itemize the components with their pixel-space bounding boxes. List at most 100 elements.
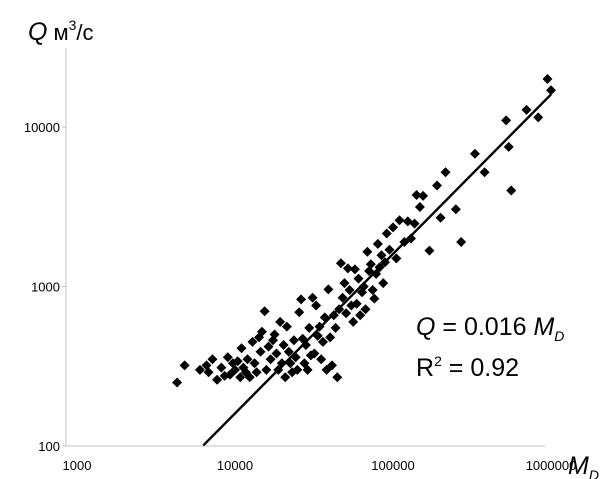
data-point	[316, 354, 327, 365]
data-point	[312, 330, 323, 341]
data-point	[503, 141, 514, 152]
data-point	[367, 285, 378, 296]
data-point	[300, 339, 311, 350]
data-point	[409, 218, 420, 229]
data-point	[265, 354, 276, 365]
data-point	[261, 364, 272, 375]
data-point	[456, 237, 467, 248]
data-point	[179, 360, 190, 371]
data-point	[378, 278, 389, 289]
data-point	[207, 354, 218, 365]
x-tick-label: 10000	[217, 458, 253, 473]
data-point	[337, 292, 348, 303]
data-point	[255, 346, 266, 357]
data-point	[323, 284, 334, 295]
data-point	[533, 112, 544, 123]
data-point	[399, 237, 410, 248]
data-point	[348, 316, 359, 327]
data-point	[276, 358, 287, 369]
data-point	[271, 348, 282, 359]
data-point	[351, 298, 362, 309]
data-point	[281, 321, 292, 332]
data-point	[285, 358, 296, 369]
data-point	[388, 222, 398, 233]
y-tick-label: 10000	[24, 120, 60, 135]
data-point	[235, 372, 246, 383]
data-point	[521, 104, 532, 115]
data-point	[292, 364, 303, 375]
data-point	[288, 335, 299, 346]
data-point	[172, 377, 183, 388]
data-point	[242, 354, 253, 365]
data-point	[325, 332, 336, 343]
data-point	[247, 336, 258, 347]
data-point	[369, 293, 380, 304]
data-point	[435, 212, 446, 223]
data-point	[414, 202, 425, 213]
data-point	[384, 244, 395, 255]
data-point	[269, 329, 280, 340]
data-point	[344, 285, 355, 296]
data-point	[232, 356, 243, 367]
data-point	[542, 73, 553, 84]
data-point	[376, 250, 387, 261]
r-squared-label: R2 = 0.92	[416, 353, 519, 382]
y-tick-label: 1000	[31, 280, 60, 295]
data-point	[216, 362, 227, 373]
data-point	[546, 85, 556, 96]
data-point	[330, 322, 341, 333]
x-tick-label: 100000	[371, 458, 414, 473]
data-point	[332, 372, 343, 383]
data-point	[275, 316, 286, 327]
x-axis-label: MD	[568, 452, 599, 479]
data-point	[311, 300, 322, 311]
data-point	[194, 364, 205, 375]
data-point	[341, 308, 352, 319]
data-point	[236, 343, 247, 354]
data-point	[365, 259, 376, 270]
data-point	[440, 167, 451, 178]
data-point	[314, 321, 325, 332]
data-point	[222, 352, 233, 363]
data-point	[432, 180, 443, 191]
data-point	[469, 148, 480, 159]
data-point	[317, 336, 328, 347]
data-point	[358, 281, 369, 292]
data-point	[418, 190, 429, 201]
data-point	[479, 167, 490, 178]
data-point	[411, 189, 422, 200]
data-point	[273, 364, 284, 375]
data-point	[244, 372, 255, 383]
data-point	[371, 268, 382, 279]
data-point	[391, 253, 402, 264]
data-point	[304, 322, 315, 333]
x-tick-label: 1000	[63, 458, 92, 473]
data-point	[290, 352, 301, 363]
data-point	[296, 294, 307, 305]
data-point	[339, 278, 350, 289]
data-point	[353, 273, 364, 284]
data-point	[263, 341, 274, 352]
data-point	[334, 304, 345, 315]
data-point	[394, 215, 405, 226]
data-point	[230, 364, 240, 375]
data-point	[335, 258, 346, 269]
data-point	[278, 339, 289, 350]
data-point	[328, 310, 339, 321]
data-point	[203, 367, 214, 378]
data-point	[251, 367, 262, 378]
data-point	[319, 312, 330, 323]
data-point	[381, 228, 392, 239]
data-point	[249, 358, 260, 369]
data-point	[374, 262, 385, 273]
data-point	[355, 310, 366, 321]
data-point	[360, 304, 371, 315]
data-points	[172, 73, 556, 388]
data-point	[307, 292, 318, 303]
data-point	[380, 257, 391, 268]
data-point	[309, 348, 320, 359]
data-point	[302, 364, 313, 375]
